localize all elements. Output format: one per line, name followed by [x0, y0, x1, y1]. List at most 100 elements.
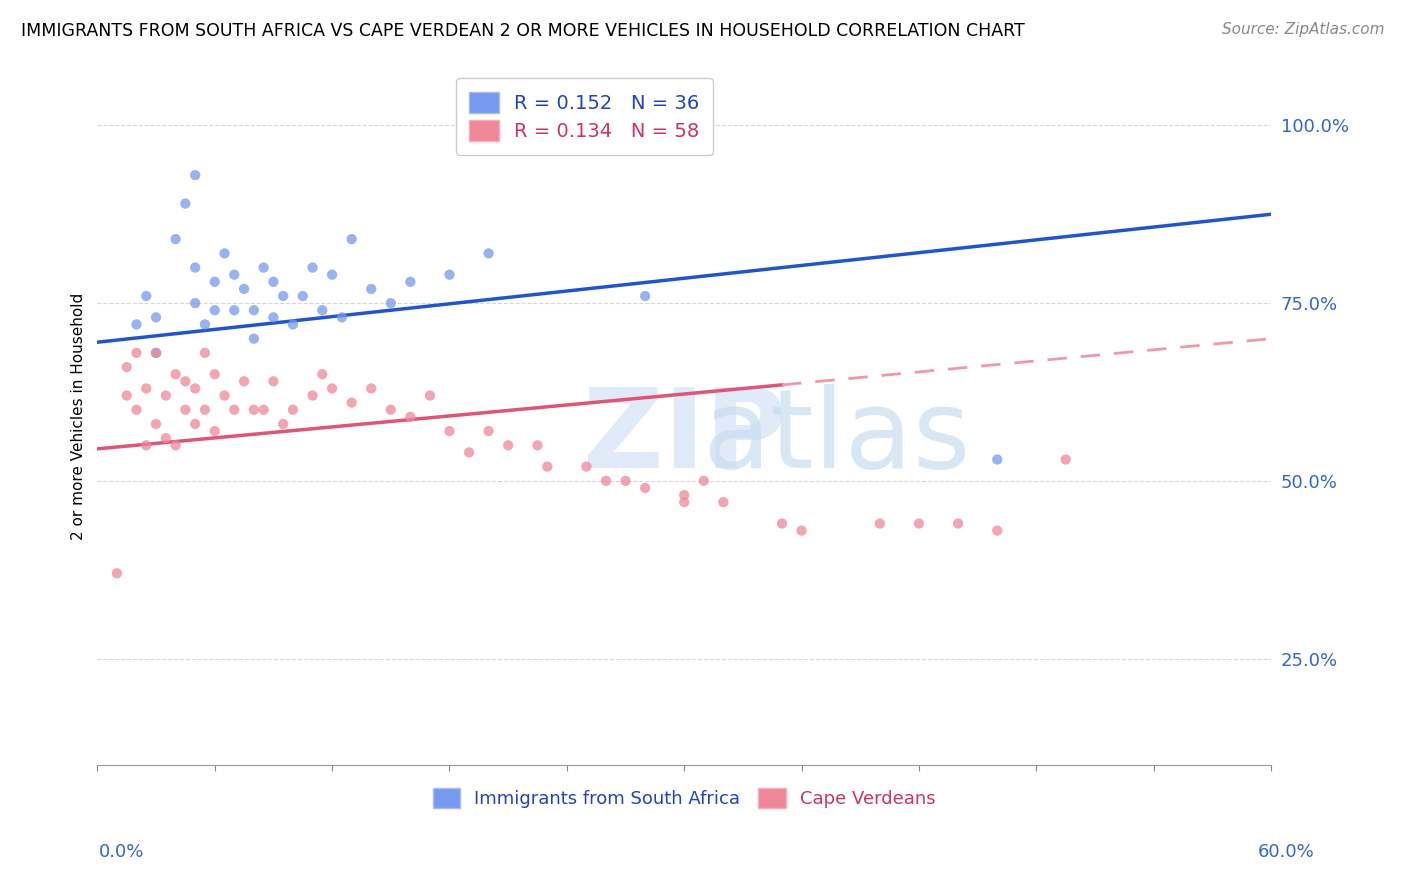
Point [458, 445, 481, 459]
Point [204, 303, 226, 318]
Point [145, 346, 167, 360]
Point [262, 374, 284, 388]
Point [575, 459, 598, 474]
Point [155, 388, 177, 402]
Point [908, 516, 931, 531]
Point [419, 388, 441, 402]
Text: 0.0%: 0.0% [98, 843, 143, 861]
Point [340, 232, 363, 246]
Point [770, 516, 793, 531]
Point [194, 346, 217, 360]
Point [243, 402, 266, 417]
Point [174, 196, 197, 211]
Point [271, 289, 294, 303]
Point [439, 268, 461, 282]
Point [478, 424, 501, 438]
Point [439, 424, 461, 438]
Text: ZIP: ZIP [582, 384, 786, 491]
Point [634, 289, 657, 303]
Point [360, 381, 382, 395]
Point [233, 282, 256, 296]
Point [125, 346, 148, 360]
Point [321, 268, 343, 282]
Point [115, 360, 138, 375]
Point [204, 275, 226, 289]
Point [673, 495, 696, 509]
Point [986, 524, 1008, 538]
Point [399, 409, 422, 424]
Point [693, 474, 716, 488]
Point [301, 260, 323, 275]
Point [194, 402, 217, 417]
Point [174, 402, 197, 417]
Point [184, 417, 207, 431]
Point [946, 516, 969, 531]
Text: IMMIGRANTS FROM SOUTH AFRICA VS CAPE VERDEAN 2 OR MORE VEHICLES IN HOUSEHOLD COR: IMMIGRANTS FROM SOUTH AFRICA VS CAPE VER… [21, 22, 1025, 40]
Point [311, 368, 333, 382]
Point [165, 232, 187, 246]
Point [1054, 452, 1077, 467]
Point [224, 268, 246, 282]
Point [262, 310, 284, 325]
Point [595, 474, 617, 488]
Point [145, 417, 167, 431]
Point [184, 381, 207, 395]
Point [194, 318, 217, 332]
Point [204, 424, 226, 438]
Point [165, 438, 187, 452]
Point [291, 289, 314, 303]
Point [224, 402, 246, 417]
Point [340, 395, 363, 409]
Text: 60.0%: 60.0% [1258, 843, 1315, 861]
Point [184, 260, 207, 275]
Point [986, 452, 1008, 467]
Y-axis label: 2 or more Vehicles in Household: 2 or more Vehicles in Household [72, 293, 86, 541]
Text: Source: ZipAtlas.com: Source: ZipAtlas.com [1222, 22, 1385, 37]
Point [243, 303, 266, 318]
Point [614, 474, 637, 488]
Point [380, 296, 402, 310]
Point [536, 459, 558, 474]
Point [145, 346, 167, 360]
Point [145, 310, 167, 325]
Legend: Immigrants from South Africa, Cape Verdeans: Immigrants from South Africa, Cape Verde… [426, 781, 943, 815]
Point [869, 516, 891, 531]
Point [135, 381, 157, 395]
Point [155, 431, 177, 445]
Point [526, 438, 548, 452]
Point [301, 388, 323, 402]
Point [262, 275, 284, 289]
Point [165, 368, 187, 382]
Point [253, 260, 276, 275]
Point [253, 402, 276, 417]
Point [634, 481, 657, 495]
Point [399, 275, 422, 289]
Point [115, 388, 138, 402]
Point [281, 318, 304, 332]
Point [204, 368, 226, 382]
Point [271, 417, 294, 431]
Point [125, 318, 148, 332]
Point [478, 246, 501, 260]
Point [214, 246, 236, 260]
Point [135, 438, 157, 452]
Point [711, 495, 734, 509]
Point [330, 310, 353, 325]
Point [184, 296, 207, 310]
Point [243, 332, 266, 346]
Point [214, 388, 236, 402]
Point [311, 303, 333, 318]
Point [281, 402, 304, 417]
Point [224, 303, 246, 318]
Point [790, 524, 813, 538]
Point [496, 438, 519, 452]
Point [673, 488, 696, 502]
Text: atlas: atlas [703, 384, 972, 491]
Point [105, 566, 128, 581]
Point [125, 402, 148, 417]
Point [360, 282, 382, 296]
Point [233, 374, 256, 388]
Point [184, 168, 207, 182]
Point [135, 289, 157, 303]
Point [321, 381, 343, 395]
